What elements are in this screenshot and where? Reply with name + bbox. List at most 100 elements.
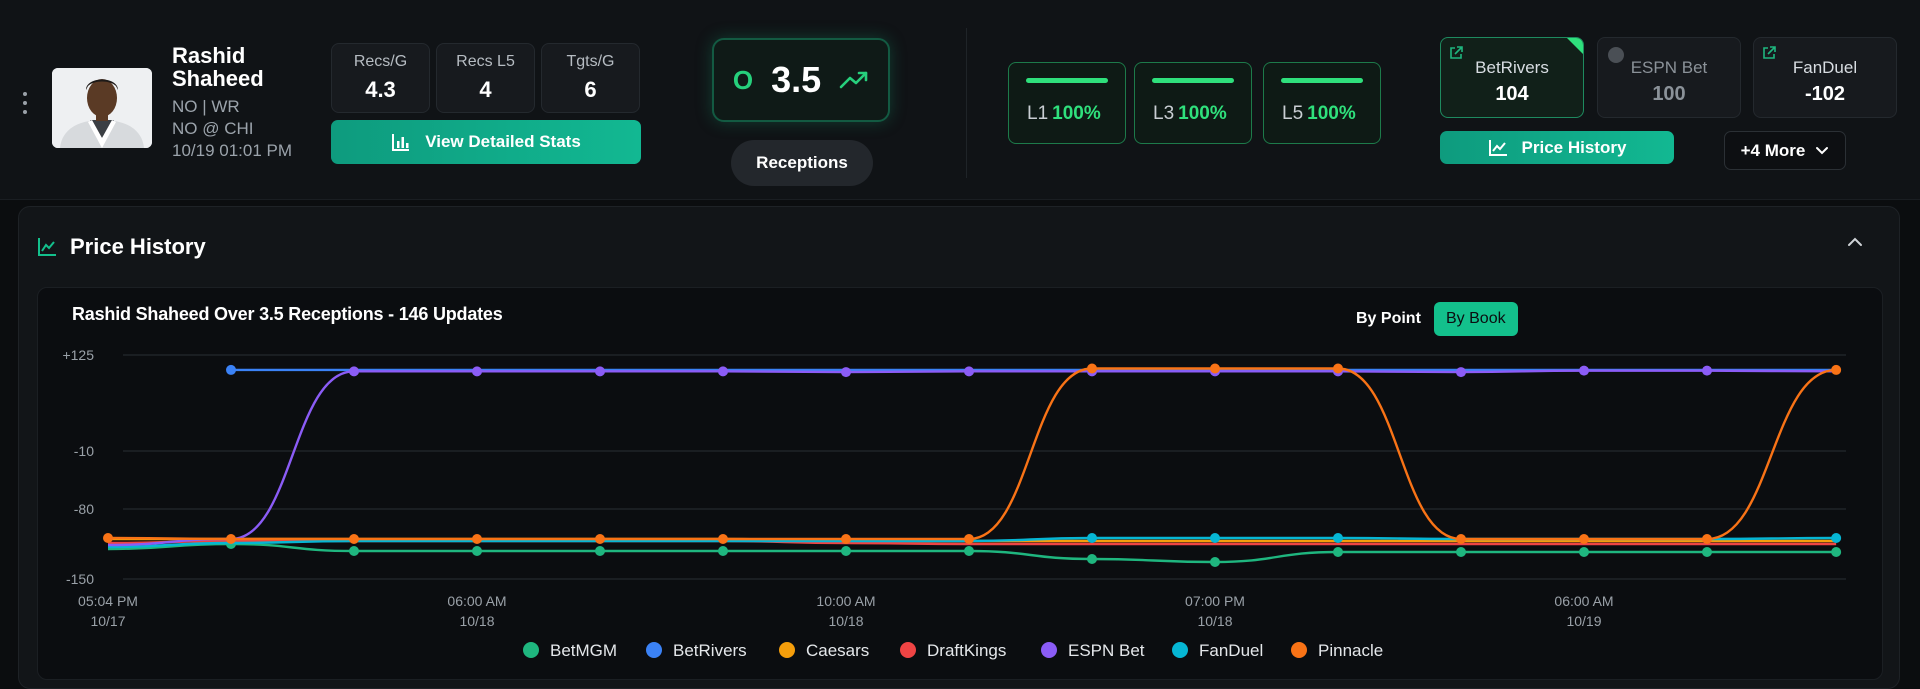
legend-swatch-espn-bet — [1041, 642, 1057, 658]
hit-rate-bar — [1152, 78, 1234, 83]
x-tick-time: 06:00 AM — [1554, 593, 1613, 609]
data-point-pinnacle — [349, 534, 359, 544]
legend-label-betrivers: BetRivers — [673, 641, 747, 660]
bar-chart-icon — [392, 134, 410, 151]
stat-card: Tgts/G 6 — [541, 43, 640, 113]
data-point-pinnacle — [1333, 363, 1343, 374]
book-card-fanduel[interactable]: FanDuel -102 — [1753, 37, 1897, 118]
data-point-pinnacle — [841, 534, 851, 544]
stat-label: Recs L5 — [456, 53, 515, 70]
hit-rate-text: L1 100% — [1027, 103, 1101, 125]
more-options-icon[interactable] — [22, 92, 28, 114]
data-point-betmgm — [595, 546, 605, 556]
legend-label-caesars: Caesars — [806, 641, 869, 660]
stat-label: Recs/G — [353, 53, 408, 70]
book-name: ESPN Bet — [1630, 58, 1708, 77]
trending-up-icon — [839, 71, 868, 89]
data-point-betmgm — [472, 546, 482, 556]
stat-value: 6 — [584, 77, 597, 102]
data-point-pinnacle — [103, 533, 113, 543]
hit-rate-value: 100% — [1307, 103, 1356, 124]
data-point-pinnacle — [1456, 534, 1466, 544]
legend-swatch-betrivers — [646, 642, 662, 658]
by-point-toggle[interactable]: By Point — [1356, 310, 1421, 327]
data-point-espn-bet — [472, 366, 482, 377]
book-odds: 100 — [1652, 83, 1686, 105]
data-point-fanduel — [1087, 533, 1097, 543]
book-name: BetRivers — [1475, 58, 1549, 77]
collapse-chevron-up-icon[interactable] — [1847, 237, 1863, 247]
data-point-espn-bet — [718, 366, 728, 377]
data-point-fanduel — [1210, 533, 1220, 543]
x-tick-date: 10/18 — [828, 613, 863, 629]
legend-swatch-caesars — [779, 642, 795, 658]
data-point-pinnacle — [226, 534, 236, 544]
market-pill[interactable]: Receptions — [731, 140, 873, 186]
data-point-betmgm — [1087, 554, 1097, 564]
player-matchup: NO @ CHI — [172, 119, 254, 138]
by-book-toggle[interactable]: By Book — [1434, 302, 1518, 336]
player-avatar — [52, 68, 152, 148]
data-point-espn-bet — [595, 366, 605, 377]
x-tick-time: 06:00 AM — [447, 593, 506, 609]
data-point-betmgm — [1831, 547, 1842, 557]
line-chart-icon — [1488, 139, 1507, 156]
data-point-espn-bet — [841, 367, 851, 378]
book-card-espn-bet[interactable]: ESPN Bet 100 — [1597, 37, 1741, 118]
x-tick-date: 10/19 — [1566, 613, 1601, 629]
stat-card: Recs L5 4 — [436, 43, 535, 113]
stat-label: Tgts/G — [566, 53, 615, 70]
legend-label-pinnacle: Pinnacle — [1318, 641, 1383, 660]
game-datetime: 10/19 01:01 PM — [172, 141, 293, 160]
external-link-icon[interactable] — [1762, 46, 1776, 60]
data-point-espn-bet — [1702, 365, 1712, 376]
legend-swatch-betmgm — [523, 642, 539, 658]
legend-swatch-draftkings — [900, 642, 916, 658]
view-detailed-stats-button[interactable]: View Detailed Stats — [331, 120, 641, 164]
x-tick-date: 10/18 — [459, 613, 494, 629]
hit-rate-label: L5 — [1282, 103, 1304, 124]
data-point-pinnacle — [1087, 363, 1097, 374]
stat-value: 4 — [479, 77, 492, 102]
view-detailed-stats-label: View Detailed Stats — [425, 132, 581, 151]
data-point-pinnacle — [1702, 534, 1712, 544]
price-history-button-label: Price History — [1521, 137, 1627, 157]
data-point-pinnacle — [1579, 534, 1589, 544]
data-point-betmgm — [841, 546, 851, 556]
player-name: Rashid Shaheed — [172, 44, 292, 90]
line-value: 3.5 — [771, 59, 822, 100]
data-point-pinnacle — [595, 534, 605, 544]
player-last-name: Shaheed — [172, 66, 264, 91]
y-tick-label: -150 — [66, 571, 94, 587]
player-position: NO | WR — [172, 97, 240, 116]
hit-rate-value: 100% — [1178, 103, 1227, 124]
y-tick-label: -10 — [74, 443, 94, 459]
more-books-dropdown[interactable]: +4 More — [1724, 131, 1846, 170]
price-history-button[interactable]: Price History — [1440, 131, 1674, 164]
x-tick-time: 07:00 PM — [1185, 593, 1245, 609]
book-status-icon — [1608, 47, 1624, 63]
data-point-espn-bet — [1579, 365, 1589, 376]
book-card-betrivers[interactable]: BetRivers 104 — [1440, 37, 1584, 118]
data-point-betmgm — [349, 546, 359, 556]
series-line-espn-bet — [107, 369, 1837, 547]
legend-swatch-pinnacle — [1291, 642, 1307, 658]
player-header: Rashid Shaheed NO | WR NO @ CHI 10/19 01… — [0, 0, 1920, 200]
x-tick-date: 10/18 — [1197, 613, 1232, 629]
legend-label-espn-bet: ESPN Bet — [1068, 641, 1145, 660]
over-under-indicator: O — [732, 64, 754, 95]
price-history-panel: Price History Rashid Shaheed Over 3.5 Re… — [18, 206, 1900, 689]
chart-container: Rashid Shaheed Over 3.5 Receptions - 146… — [37, 287, 1883, 680]
data-point-espn-bet — [964, 366, 974, 377]
book-odds: -102 — [1804, 83, 1846, 105]
line-chart-icon — [38, 238, 56, 256]
y-tick-label: +125 — [62, 347, 94, 363]
x-tick-time: 10:00 AM — [816, 593, 875, 609]
external-link-icon[interactable] — [1449, 46, 1463, 60]
legend-label-draftkings: DraftKings — [927, 641, 1006, 660]
data-point-pinnacle — [1831, 364, 1842, 375]
hit-rate-card: L1 100% — [1008, 62, 1126, 144]
data-point-betmgm — [964, 546, 974, 556]
line-display[interactable]: O 3.5 — [712, 38, 890, 122]
